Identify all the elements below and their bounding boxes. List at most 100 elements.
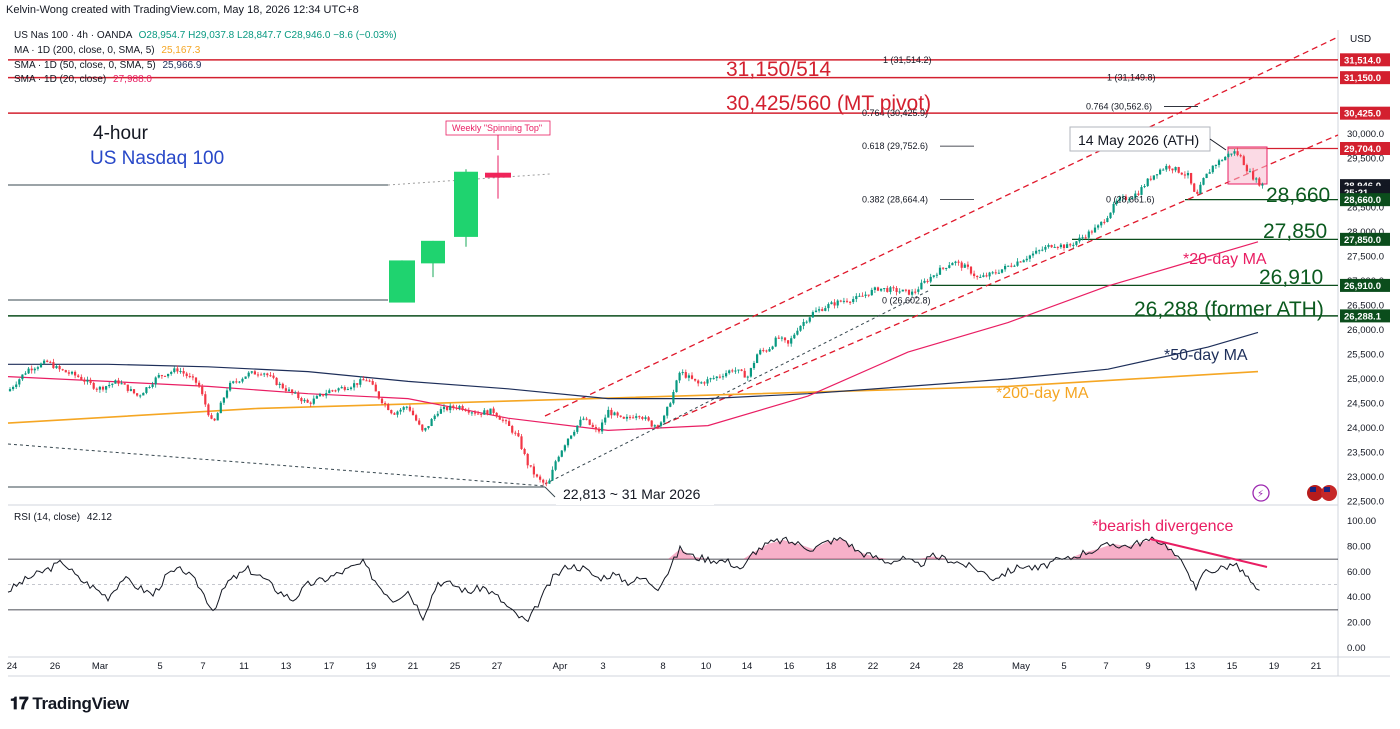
- candle-body: [430, 419, 433, 426]
- price-tick: 30,000.0: [1347, 129, 1384, 140]
- candle-body: [365, 380, 368, 382]
- candle-body: [55, 366, 58, 369]
- candle-body: [424, 427, 427, 431]
- candle-body: [783, 337, 787, 341]
- price-label-box: [1340, 106, 1390, 120]
- candle-body: [1081, 237, 1084, 239]
- candle-body: [917, 289, 920, 292]
- candle-body: [511, 426, 514, 433]
- candle-body: [390, 410, 393, 414]
- candle-body: [411, 410, 415, 416]
- candle-body: [1118, 197, 1121, 201]
- candle-body: [21, 374, 24, 380]
- candle-body: [966, 264, 969, 267]
- fib-label: 0.764 (30,425.9): [862, 108, 928, 118]
- candle-body: [126, 384, 129, 391]
- weekly-candle-body: [454, 171, 478, 237]
- candle-body: [938, 267, 942, 275]
- legend-rsi-row[interactable]: RSI (14, close) 42.12: [14, 512, 112, 523]
- candle-body: [666, 406, 669, 416]
- tradingview-logo-icon: 𝟏𝟕: [10, 694, 29, 713]
- support-1-label: 28,660: [1266, 184, 1330, 207]
- time-tick: 5: [1061, 661, 1066, 672]
- currency-label[interactable]: USD: [1350, 34, 1372, 45]
- candle-body: [33, 368, 36, 371]
- candle-body: [845, 300, 849, 302]
- time-tick: 7: [1103, 661, 1108, 672]
- time-axis[interactable]: 24 26 Mar 5 7 11 13 17 19 21 25 27 Apr 3 8 10 14 16 18 22 24…: [7, 661, 1322, 672]
- candle-body: [560, 450, 563, 457]
- ma50-line: [8, 331, 1259, 400]
- price-axis[interactable]: 30,000.029,500.029,000.028,500.028,000.0…: [1340, 53, 1390, 508]
- candle-body: [814, 310, 818, 313]
- candle-body: [638, 416, 641, 418]
- legend-sma20-row[interactable]: SMA · 1D (20, close) 27,988.0: [14, 74, 152, 85]
- candle-body: [148, 386, 151, 388]
- candle-body: [765, 350, 768, 352]
- rsi-axis[interactable]: 100.00 80.00 60.00 40.00 20.00 0.00: [1347, 516, 1376, 654]
- candle-body: [380, 398, 384, 404]
- candle-body: [154, 377, 157, 385]
- tradingview-logo[interactable]: 𝟏𝟕 TradingView: [10, 694, 129, 714]
- candle-body: [830, 302, 833, 305]
- candle-body: [858, 295, 861, 297]
- candle-body: [244, 376, 247, 379]
- fib-label: 0 (28,661.6): [1106, 195, 1155, 205]
- price-label-box: [1340, 142, 1390, 156]
- price-tick: 25,500.0: [1347, 350, 1384, 361]
- candle-body: [895, 288, 898, 292]
- candle-body: [1152, 175, 1155, 180]
- candle-body: [1097, 225, 1100, 228]
- candle-body: [777, 337, 780, 339]
- candle-body: [718, 376, 721, 378]
- legend-ma200-row[interactable]: MA · 1D (200, close, 0, SMA, 5) 25,167.3: [14, 45, 200, 56]
- candle-body: [1010, 265, 1013, 267]
- candle-body: [256, 374, 260, 376]
- legend-ma200-label: MA · 1D (200, close, 0, SMA, 5): [14, 45, 155, 56]
- candle-body: [1205, 173, 1208, 179]
- candle-body: [1090, 231, 1093, 233]
- time-tick: 3: [600, 661, 605, 672]
- legend-sma50-label: SMA · 1D (50, close, 0, SMA, 5): [14, 60, 156, 71]
- candle-body: [64, 370, 67, 373]
- time-tick: 18: [826, 661, 837, 672]
- candle-body: [799, 325, 802, 331]
- candle-body: [74, 371, 77, 376]
- candle-body: [625, 416, 628, 419]
- candle-body: [281, 383, 284, 389]
- price-label: 28,660.0: [1344, 195, 1381, 206]
- candle-body: [222, 397, 225, 403]
- legend-sma50-row[interactable]: SMA · 1D (50, close, 0, SMA, 5) 25,966.9: [14, 60, 201, 71]
- rsi-tick: 40.00: [1347, 592, 1371, 603]
- lightning-icon[interactable]: [1252, 484, 1270, 502]
- low-label: 22,813 ~ 31 Mar 2026: [563, 486, 701, 502]
- candle-body: [1227, 153, 1230, 157]
- candle-body: [136, 393, 139, 396]
- time-tick: 13: [1185, 661, 1196, 672]
- candle-body: [275, 377, 278, 385]
- candle-body: [498, 416, 501, 420]
- candle-body: [1165, 165, 1168, 170]
- candle-body: [1103, 221, 1106, 223]
- candle-body: [266, 373, 269, 376]
- candle-body: [601, 422, 604, 432]
- time-tick: 21: [1311, 661, 1322, 672]
- candle-body: [1258, 178, 1261, 186]
- candle-body: [170, 372, 173, 374]
- candle-body: [923, 280, 926, 283]
- candle-body: [920, 282, 923, 290]
- candle-body: [849, 301, 852, 303]
- candle-body: [694, 378, 697, 381]
- channel-upper-line: [544, 36, 1339, 417]
- time-tick: 25: [450, 661, 461, 672]
- candle-body: [607, 409, 610, 418]
- candle-body: [163, 375, 167, 377]
- price-label: 31,514.0: [1344, 55, 1381, 66]
- candle-body: [737, 369, 740, 371]
- weekly-candle-body: [389, 260, 415, 303]
- candle-body: [901, 289, 904, 292]
- legend-symbol-row[interactable]: US Nas 100 · 4h · OANDA O28,954.7 H29,03…: [14, 30, 397, 41]
- candle-body: [1208, 172, 1211, 174]
- candle-body: [1146, 178, 1149, 187]
